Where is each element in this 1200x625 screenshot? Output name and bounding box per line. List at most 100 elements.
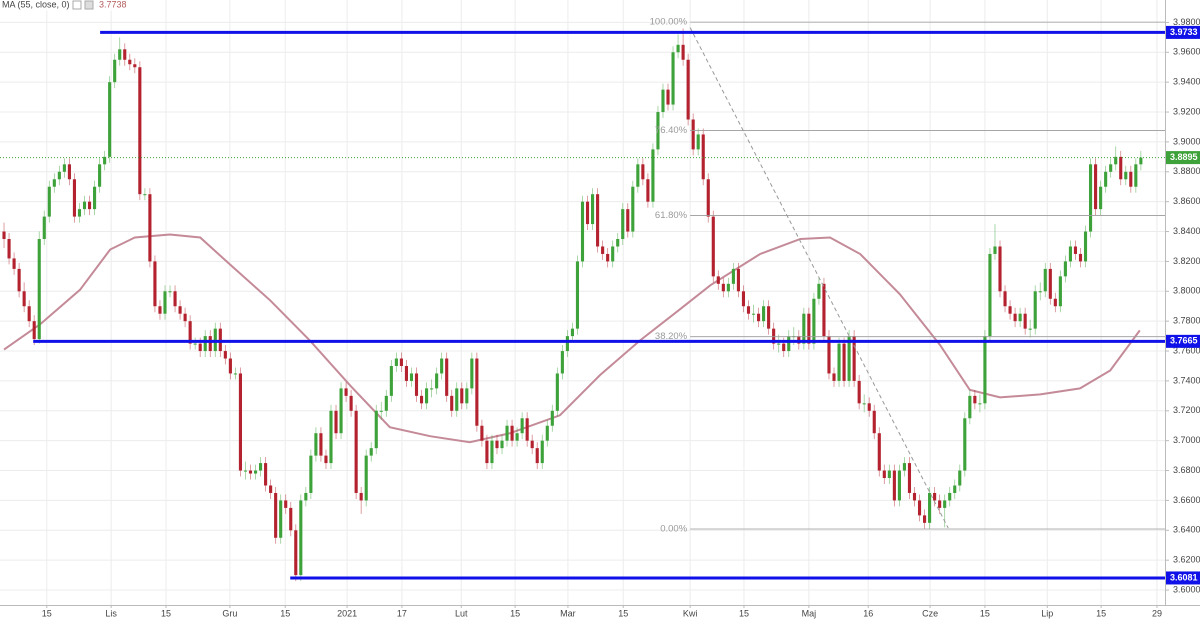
candle-body <box>953 485 957 493</box>
candle-body <box>762 306 766 322</box>
level-box <box>1166 571 1200 585</box>
candle-body <box>1083 231 1088 262</box>
candle-body <box>334 410 338 434</box>
x-tick-label: 15 <box>161 608 171 618</box>
candle-body <box>676 44 680 53</box>
candle-body <box>686 59 690 120</box>
candle-body <box>917 500 922 516</box>
candle-body <box>721 283 725 292</box>
candle-body <box>1053 298 1057 307</box>
candle-body <box>1068 246 1072 262</box>
candle-body <box>711 216 715 277</box>
candle-body <box>565 336 569 352</box>
candle-body <box>596 194 600 247</box>
candle-body <box>520 418 524 434</box>
candle-body <box>138 67 142 195</box>
candle-body <box>264 463 268 486</box>
candle-body <box>550 410 554 426</box>
candle-body <box>450 395 454 411</box>
candle-body <box>580 201 585 262</box>
x-tick-label: 15 <box>739 608 749 618</box>
y-tick-label: 3.6200 <box>1173 555 1200 565</box>
candle-body <box>1139 157 1143 165</box>
fib-label: 76.40% <box>655 125 688 136</box>
candle-body <box>606 253 610 262</box>
legend-eye-icon[interactable] <box>72 0 82 10</box>
candle-body <box>943 500 947 508</box>
candle-body <box>72 179 77 217</box>
candle-body <box>2 231 6 240</box>
candle-body <box>47 186 51 217</box>
ma-line <box>3 233 1141 444</box>
candle-body <box>98 164 102 187</box>
x-tick-label: 15 <box>980 608 990 618</box>
candle-body <box>404 365 409 381</box>
candle-body <box>67 164 71 180</box>
candle-body <box>716 276 720 284</box>
candle-body <box>284 500 288 508</box>
candle-body <box>887 470 891 479</box>
candle-body <box>203 336 207 352</box>
candle-body <box>907 463 912 493</box>
candle-body <box>22 291 26 307</box>
candle-body <box>324 455 328 464</box>
candle-body <box>1033 291 1037 329</box>
level-label: 3.7665 <box>1170 336 1198 346</box>
x-tick-label: 29 <box>1152 608 1162 618</box>
legend-settings-icon[interactable] <box>84 0 94 10</box>
candle-body <box>93 186 97 210</box>
x-tick-label: Lip <box>1041 608 1053 618</box>
candle-body <box>1078 253 1083 262</box>
y-tick-label: 3.7600 <box>1173 345 1200 355</box>
y-tick-label: 3.6800 <box>1173 465 1200 475</box>
candle-body <box>515 433 519 441</box>
y-tick-label: 3.7200 <box>1173 405 1200 415</box>
candle-body <box>968 395 972 419</box>
candle-body <box>27 306 31 322</box>
candle-body <box>495 440 499 449</box>
candle-body <box>52 179 56 187</box>
candle-body <box>505 425 509 441</box>
candle-body <box>223 351 227 359</box>
candle-body <box>359 492 363 501</box>
candle-body <box>193 343 197 345</box>
candle-body <box>656 112 660 150</box>
candle-body <box>611 246 615 262</box>
candle-body <box>1048 268 1052 299</box>
candle-body <box>309 455 313 493</box>
candle-body <box>1124 171 1128 180</box>
candle-body <box>103 156 107 165</box>
candle-body <box>274 492 278 538</box>
candle-body <box>938 500 942 508</box>
candle-body <box>877 433 881 471</box>
marks <box>2 28 1143 582</box>
x-tick-label: Maj <box>802 608 817 618</box>
candle-body <box>535 448 539 464</box>
candle-body <box>349 395 353 411</box>
candle-body <box>591 194 595 225</box>
candle-body <box>374 410 378 449</box>
candle-body <box>988 253 992 337</box>
level-box <box>1166 334 1200 348</box>
candle-body <box>973 395 977 404</box>
candle-body <box>440 358 444 374</box>
candle-body <box>1013 313 1017 322</box>
candle-body <box>470 358 474 389</box>
candle-body <box>354 410 358 493</box>
candle-body <box>1104 171 1108 187</box>
candle-body <box>37 239 41 340</box>
candle-body <box>731 268 735 284</box>
candle-body <box>1058 276 1062 307</box>
candle-body <box>394 358 398 366</box>
candle-body <box>1114 156 1118 165</box>
candle-body <box>1109 164 1113 172</box>
level-box <box>1166 25 1200 39</box>
x-tick-label: 15 <box>618 608 628 618</box>
candle-body <box>812 298 816 344</box>
candle-body <box>1073 246 1078 254</box>
candle-body <box>626 209 630 232</box>
candle-body <box>208 336 212 352</box>
candle-body <box>319 433 323 456</box>
candle-body <box>379 410 383 412</box>
overlay: 100.00% 76.40% 61.80% 38.20% 0.00% <box>0 17 1165 580</box>
